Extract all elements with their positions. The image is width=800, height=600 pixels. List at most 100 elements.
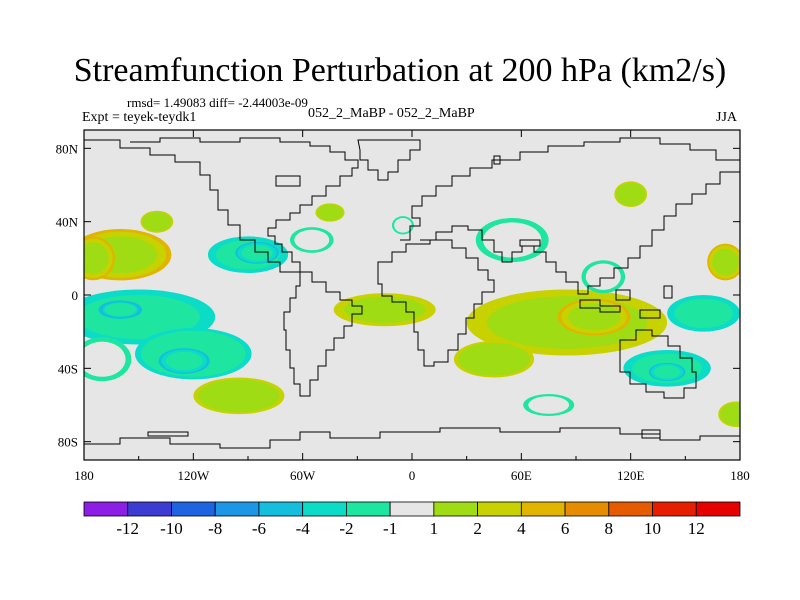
field-feature	[158, 348, 210, 374]
colorbar-label: -8	[208, 519, 222, 538]
comparison-label: 052_2_MaBP - 052_2_MaBP	[308, 106, 475, 121]
x-tick-label: 120W	[177, 468, 210, 483]
season-label: JJA	[716, 110, 738, 125]
field-feature	[648, 362, 686, 382]
x-tick-label: 60E	[511, 468, 532, 483]
colorbar-label: 8	[605, 519, 614, 538]
colorbar-swatch	[433, 501, 479, 517]
contour-band	[461, 344, 527, 374]
contour-band	[617, 183, 644, 205]
contour-band	[202, 381, 276, 411]
y-tick-label: 80N	[56, 141, 79, 156]
colorbar-label: -10	[160, 519, 183, 538]
field-feature	[581, 260, 626, 294]
field-feature	[84, 337, 132, 382]
colorbar-swatch	[171, 501, 216, 517]
colorbar-label: 4	[517, 519, 526, 538]
field-feature	[718, 401, 740, 428]
field-feature	[84, 236, 115, 281]
colorbar-swatch	[302, 501, 347, 517]
colorbar-swatch	[258, 501, 304, 517]
contour-band	[318, 205, 342, 220]
contour-band	[84, 341, 126, 377]
stats-text: rmsd= 1.49083 diff= -2.44003e-09	[127, 95, 308, 110]
colorbar-swatch	[652, 501, 697, 517]
colorbar-swatch	[608, 501, 653, 517]
contour-band	[394, 217, 412, 233]
field-feature	[523, 394, 575, 416]
colorbar-swatch	[564, 501, 610, 517]
colorbar-label: 12	[688, 519, 705, 538]
coast-islands-misc	[147, 155, 661, 439]
colorbar-label: -2	[339, 519, 353, 538]
y-tick-label: 40N	[56, 215, 79, 230]
contour-band	[653, 365, 681, 379]
axis-layer: 180 120W 60W 0 60E 120E 180 80N 40N 0 40S 80S	[56, 130, 750, 483]
y-tick-label: 40S	[58, 361, 78, 376]
coast-eurasia	[400, 137, 740, 295]
coast-south-america	[283, 271, 363, 397]
coast-australia	[619, 329, 697, 399]
y-tick-label: 0	[72, 288, 79, 303]
colorbar-swatch	[345, 501, 391, 517]
field-feature	[614, 181, 648, 208]
colorbar-label: -1	[383, 519, 397, 538]
coast-antarctica	[84, 427, 740, 449]
field-feature	[289, 227, 334, 253]
colorbar-label: -12	[116, 519, 139, 538]
contour-band	[483, 222, 542, 258]
colorbar-swatch	[83, 501, 129, 517]
experiment-label: Expt = teyek-teydk1	[82, 110, 197, 125]
contour-band	[674, 298, 733, 328]
x-tick-label: 120E	[617, 468, 645, 483]
field-feature	[140, 210, 174, 233]
contour-band	[294, 229, 330, 251]
colorbar-label: 6	[561, 519, 570, 538]
colorbar-swatch	[477, 501, 522, 517]
coastline-layer	[84, 137, 740, 449]
field-feature	[557, 298, 631, 336]
field-feature	[667, 294, 740, 332]
field-feature	[315, 203, 345, 222]
field-feature	[453, 340, 535, 378]
field-feature	[193, 377, 285, 415]
coast-north-america	[84, 137, 359, 273]
contour-band	[84, 242, 109, 275]
colorbar-swatch	[695, 501, 741, 517]
contour-band	[104, 303, 137, 317]
contour-band	[712, 248, 739, 276]
field-feature	[333, 293, 436, 327]
contour-band	[165, 351, 203, 371]
colorbar-label: 2	[473, 519, 482, 538]
coast-africa	[377, 239, 495, 367]
colorbar-swatch	[520, 501, 566, 517]
x-tick-label: 60W	[290, 468, 316, 483]
colorbar-label: -6	[252, 519, 266, 538]
contour-band	[241, 244, 273, 261]
colorbar-label: 1	[430, 519, 439, 538]
x-tick-label: 180	[730, 468, 750, 483]
y-tick-label: 80S	[58, 435, 78, 450]
colorbar-label: -4	[296, 519, 311, 538]
colorbar-label: 10	[644, 519, 661, 538]
colorbar-swatch	[127, 501, 172, 517]
field-feature	[707, 243, 740, 281]
coast-greenland	[357, 139, 421, 181]
field-feature	[391, 216, 414, 235]
colorbar-swatch	[389, 501, 435, 517]
coast-islands-indonesia	[579, 285, 673, 319]
contour-band	[528, 396, 570, 414]
contour-band	[721, 403, 740, 425]
x-tick-label: 180	[74, 468, 94, 483]
colorbar: -12 -10 -8 -6 -4 -2 -1 1 2 4 6 8 10 12	[83, 501, 741, 538]
field-feature	[98, 300, 143, 319]
colorbar-swatch	[214, 501, 260, 517]
chart-title: Streamfunction Perturbation at 200 hPa (…	[73, 52, 727, 89]
contour-band	[343, 296, 426, 323]
contour-band	[585, 263, 621, 290]
contour-band	[567, 303, 621, 331]
contour-band	[143, 212, 171, 231]
field-feature	[235, 241, 279, 264]
x-tick-label: 0	[409, 468, 416, 483]
